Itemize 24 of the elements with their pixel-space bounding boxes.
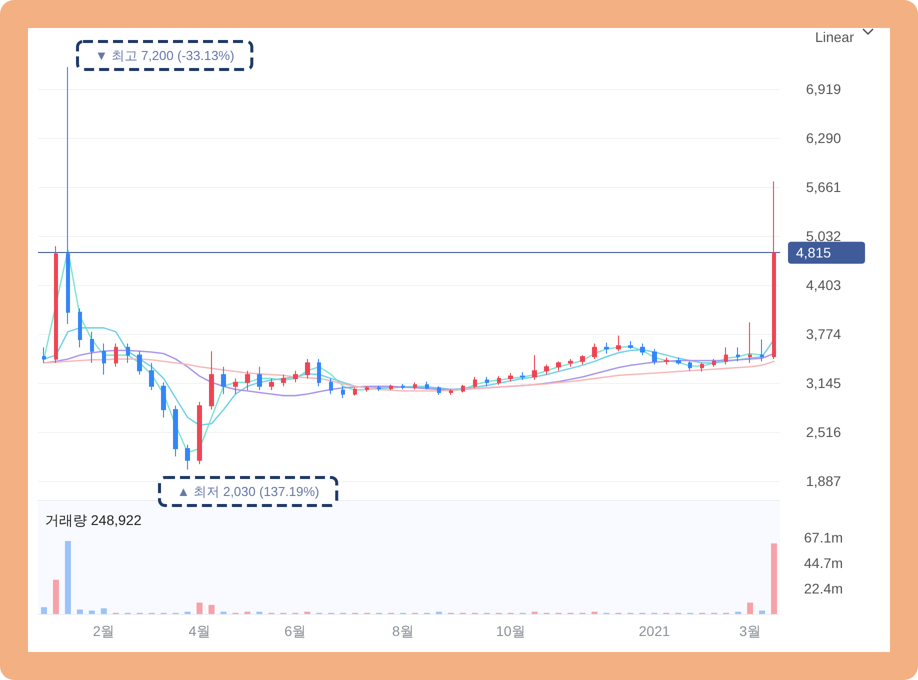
annotation: ▲ 최저 2,030 (137.19%) <box>177 484 320 499</box>
text: Linear <box>815 29 854 45</box>
x-tick-label: 2월 <box>92 623 115 639</box>
annotation: ▼ 최고 7,200 (-33.13%) <box>95 48 234 63</box>
y-tick-label: 1,887 <box>806 472 842 489</box>
x-tick-label: 6월 <box>284 623 306 639</box>
x-tick-label: 10월 <box>496 623 526 639</box>
y-tick-label: 67.1m <box>804 530 843 546</box>
y-tick-label: 5,661 <box>806 178 842 195</box>
x-tick-label: 8월 <box>392 623 414 639</box>
y-tick-label: 22.4m <box>804 580 843 596</box>
x-tick-label: 4월 <box>188 623 210 639</box>
y-tick-label: 2,516 <box>806 424 842 440</box>
y-tick-label: 6,290 <box>806 130 842 146</box>
ref-line-label: 4,815 <box>796 244 832 261</box>
x-tick-label: 2021 <box>638 623 670 639</box>
y-tick-label: 6,919 <box>806 80 842 97</box>
y-tick-label: 44.7m <box>804 555 843 572</box>
y-tick-label: 5,032 <box>806 228 842 244</box>
y-tick-label: 3,145 <box>806 374 842 391</box>
x-tick-label: 3월 <box>739 623 761 639</box>
text: 거래량 248,922 <box>45 512 142 528</box>
y-tick-label: 3,774 <box>806 326 842 342</box>
y-tick-label: 4,403 <box>806 276 842 293</box>
